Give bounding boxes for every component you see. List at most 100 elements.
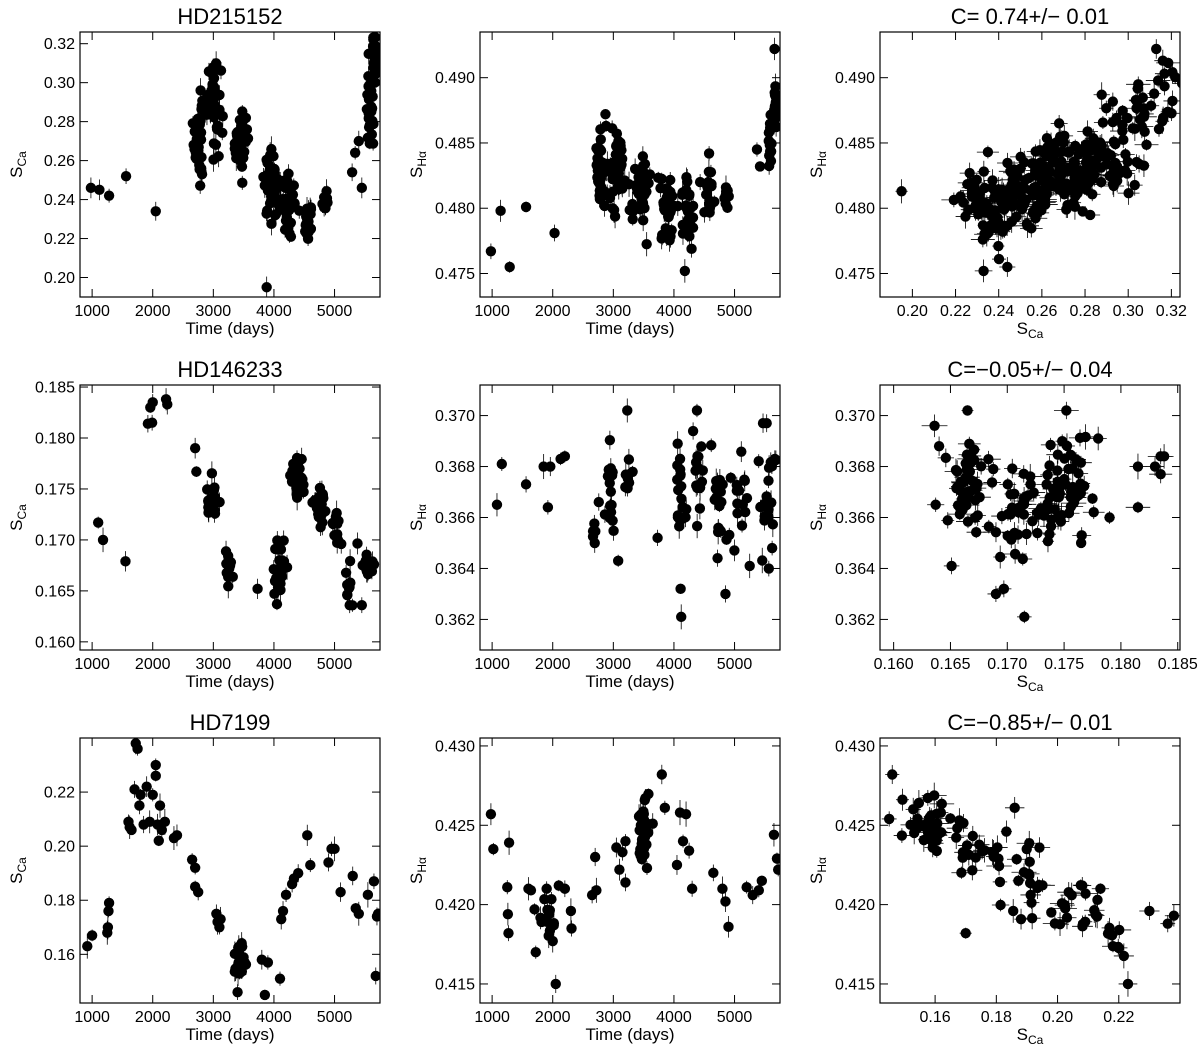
panel-hd146233-sha-vs-time: 1000 2000 3000 4000 5000 0.362 0.364 0.366 0.368… (407, 384, 781, 691)
data-point (753, 455, 764, 467)
data-point (992, 842, 1003, 853)
data-point (186, 854, 198, 865)
data-point (221, 567, 232, 579)
y-tick-label: 0.430 (835, 738, 875, 755)
data-point (209, 482, 220, 493)
data-point (1088, 507, 1099, 518)
y-tick-label: 0.485 (835, 135, 875, 152)
data-point (676, 189, 688, 200)
y-tick-label: 0.160 (35, 634, 75, 651)
data-point (675, 470, 686, 481)
data-point (1114, 924, 1125, 936)
data-point (741, 492, 753, 504)
data-point (883, 813, 895, 825)
data-point (1168, 910, 1180, 921)
data-point (317, 517, 328, 528)
data-point (223, 581, 234, 592)
x-tick-label: 3000 (196, 1009, 232, 1026)
data-point (990, 526, 1002, 538)
data-point (275, 584, 286, 596)
data-point (1152, 75, 1164, 86)
x-axis-label: Time (days) (185, 319, 274, 338)
data-point (347, 600, 358, 611)
data-point (275, 544, 287, 555)
data-point (587, 531, 599, 542)
data-point (763, 462, 775, 474)
data-point (676, 493, 687, 505)
data-point (641, 862, 653, 874)
data-point (990, 588, 1002, 600)
data-points (491, 398, 780, 630)
y-tick-label: 0.475 (835, 266, 875, 283)
data-point (1075, 537, 1087, 549)
x-axis-label: Time (days) (185, 672, 274, 691)
data-point (1166, 108, 1177, 119)
panel-hd215152-correlation: C= 0.74+/− 0.01 0.20 0.22 0.24 0.26 0.28 0.30 0… (807, 4, 1187, 341)
data-point (957, 504, 968, 516)
y-tick-label: 0.475 (435, 266, 475, 283)
data-points (881, 764, 1180, 997)
data-point (1053, 118, 1065, 129)
data-point (676, 611, 687, 623)
data-point (1002, 479, 1013, 490)
data-point (683, 214, 695, 225)
data-point (632, 186, 643, 197)
data-point (691, 405, 703, 416)
data-point (491, 499, 503, 510)
data-point (1018, 468, 1029, 480)
data-point (940, 452, 952, 464)
data-point (1108, 167, 1119, 178)
data-point (973, 203, 984, 214)
x-tick-label: 0.16 (920, 1009, 951, 1026)
chart-title: C=−0.85+/− 0.01 (947, 710, 1112, 735)
data-point (725, 472, 737, 484)
data-point (1108, 136, 1120, 147)
y-axis-label-main: S (407, 520, 426, 531)
data-point (600, 109, 611, 120)
data-point (690, 465, 701, 476)
data-point (368, 75, 379, 87)
data-point (620, 481, 631, 493)
data-points (895, 39, 1180, 283)
data-point (687, 425, 699, 437)
data-point (653, 172, 664, 184)
data-point (740, 506, 751, 518)
data-point (288, 180, 300, 191)
data-point (496, 458, 508, 470)
data-point (1061, 204, 1072, 215)
x-tick-label: 0.30 (1113, 303, 1144, 320)
data-point (485, 808, 497, 820)
data-point (708, 867, 719, 879)
data-point (364, 138, 376, 149)
data-point (368, 32, 379, 43)
data-point (637, 807, 649, 819)
data-point (691, 520, 703, 532)
data-point (1017, 553, 1028, 565)
x-tick-label: 5000 (317, 1009, 353, 1026)
x-tick-label: 0.28 (1069, 303, 1100, 320)
data-point (945, 813, 956, 824)
data-point (1087, 493, 1098, 504)
data-point (1055, 158, 1066, 169)
data-point (211, 124, 223, 135)
data-point (1144, 905, 1155, 917)
data-point (1075, 478, 1086, 489)
x-axis-label: Time (days) (585, 672, 674, 691)
data-point (617, 847, 628, 858)
data-point (599, 200, 610, 212)
x-tick-label: 2000 (135, 303, 171, 320)
y-tick-label: 0.366 (835, 510, 875, 527)
data-point (655, 182, 666, 194)
data-point (1158, 451, 1170, 462)
data-point (292, 868, 304, 879)
x-tick-label: 1000 (74, 303, 110, 320)
data-point (329, 843, 340, 855)
data-point (1101, 103, 1112, 114)
data-point (280, 889, 292, 901)
y-tick-label: 0.425 (435, 818, 475, 835)
data-point (674, 521, 685, 532)
data-point (1122, 978, 1134, 990)
data-point (675, 583, 686, 595)
y-tick-label: 0.30 (44, 75, 75, 92)
